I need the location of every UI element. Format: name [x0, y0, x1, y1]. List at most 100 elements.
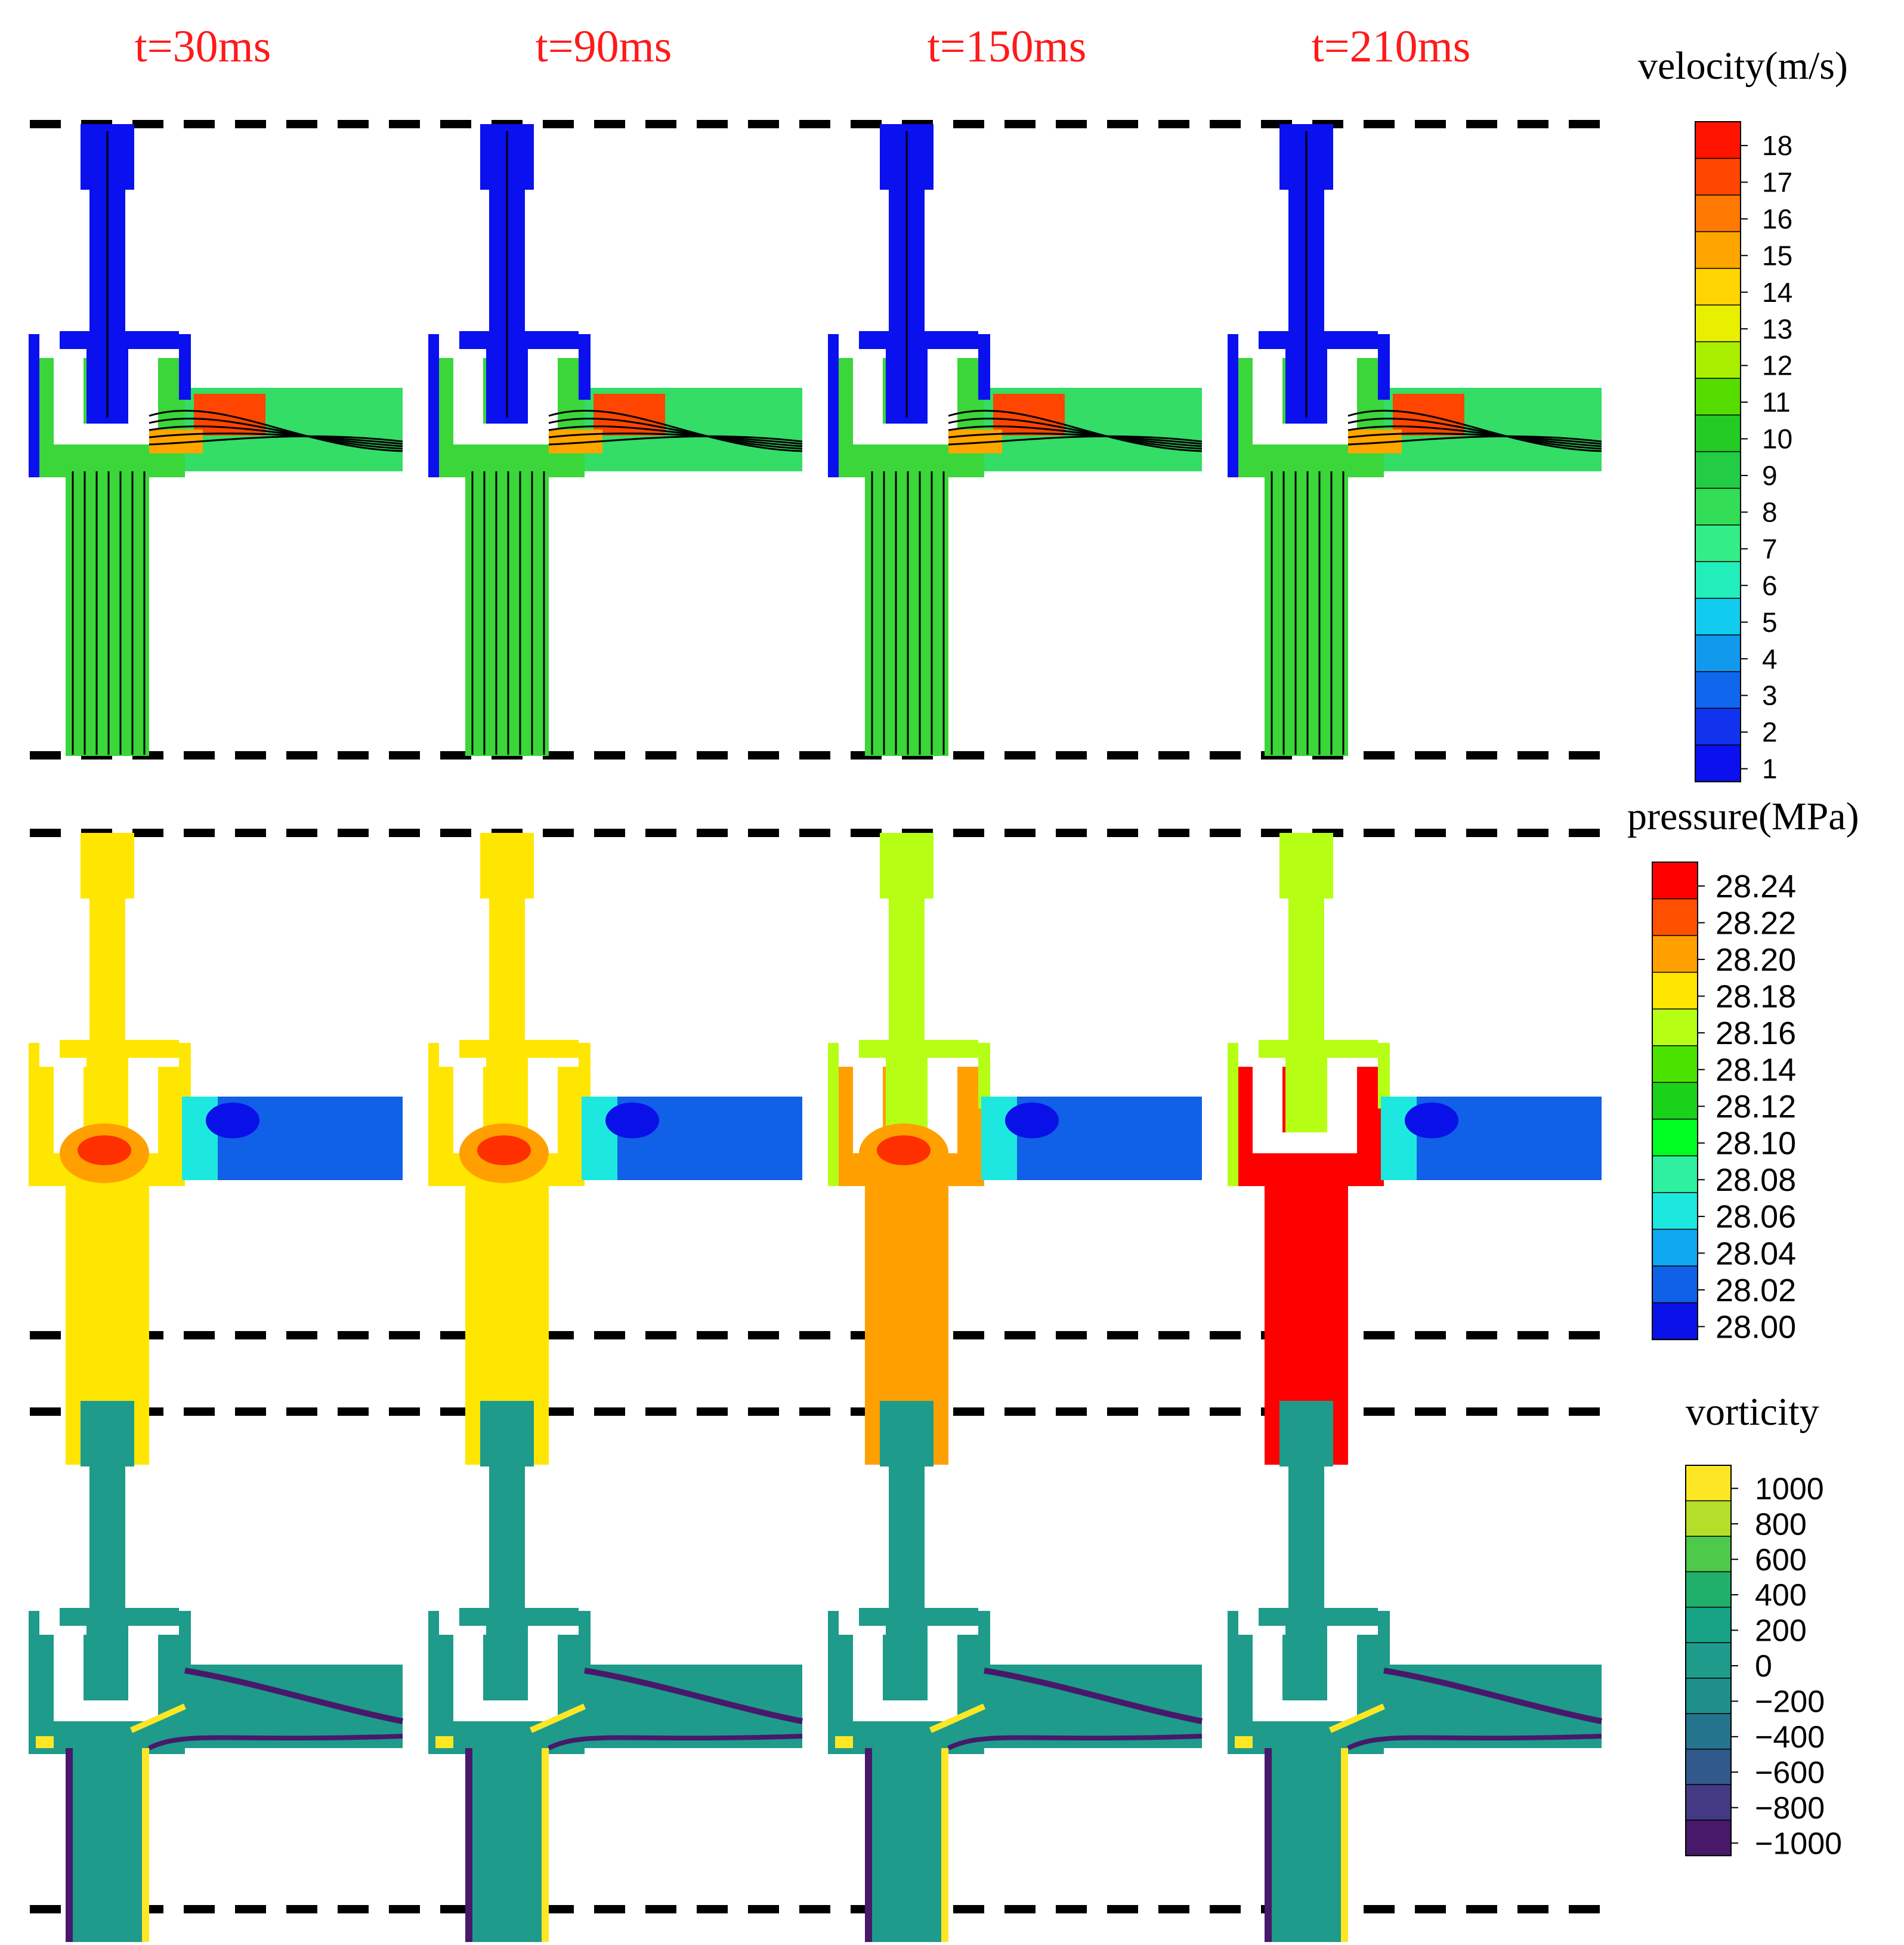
- velocity-colorbar-tick-label: 11: [1762, 387, 1791, 418]
- valve-panel-pressure-4: [1228, 833, 1602, 1465]
- pressure-colorbar-segment: [1652, 971, 1698, 1010]
- vorticity-colorbar-segment: [1685, 1536, 1732, 1573]
- inlet-pipe: [465, 1742, 549, 1945]
- valve-panel-pressure-2: [428, 833, 802, 1465]
- velocity-colorbar: 18 17 16 15 14 13 12 11 10 9 8 7 6 5 4 3 2 1: [1695, 121, 1792, 785]
- vorticity-colorbar-segment: [1685, 1713, 1732, 1750]
- pressure-colorbar-tick-label: 28.22: [1716, 905, 1796, 941]
- corner-vorticity: [835, 1736, 853, 1748]
- seat-cavity-right: [528, 1058, 558, 1135]
- chamber-right-wall: [1378, 334, 1390, 400]
- wall-vorticity-left: [865, 1748, 872, 1945]
- seat-cavity-left: [54, 1058, 84, 1135]
- valve-panel-velocity-2: [428, 124, 803, 756]
- spool-stem: [889, 1467, 925, 1610]
- chamber-right-wall: [978, 1611, 990, 1677]
- velocity-colorbar-tick-label: 13: [1762, 313, 1792, 344]
- valve-panel-vorticity-4: [1228, 1401, 1602, 1945]
- velocity-colorbar-tick-label: 16: [1762, 203, 1792, 234]
- pressure-colorbar-tick-label: 28.12: [1716, 1089, 1796, 1125]
- velocity-colorbar-segment: [1695, 598, 1741, 636]
- velocity-colorbar-segment: [1695, 634, 1741, 672]
- velocity-colorbar-tick-label: 1: [1762, 754, 1778, 785]
- jet-hotspot: [594, 394, 665, 436]
- spool-plug: [886, 1043, 928, 1132]
- seat-gap: [1253, 424, 1357, 444]
- chamber-left-wall: [29, 1043, 39, 1186]
- seat-gap: [853, 424, 957, 444]
- streamline: [548, 435, 803, 446]
- valve-panel-pressure-3: [828, 833, 1202, 1465]
- pressure-peak-inner: [877, 1135, 931, 1165]
- time-label-210ms: t=210ms: [1311, 21, 1471, 72]
- seat-gap: [853, 1700, 957, 1721]
- chamber-left-wall: [428, 1043, 439, 1186]
- valve-panel-velocity-1: [29, 124, 403, 756]
- spool-head: [480, 833, 534, 899]
- corner-vorticity: [36, 1736, 54, 1748]
- jet-hotspot: [1393, 394, 1464, 436]
- seat-cavity-left: [1253, 1626, 1282, 1703]
- corner-vorticity: [435, 1736, 453, 1748]
- velocity-colorbar-tick-label: 3: [1762, 680, 1778, 711]
- seat-cavity-left: [853, 1626, 883, 1703]
- seat-gap: [54, 1700, 158, 1721]
- chamber-right-wall: [179, 1043, 191, 1109]
- valve-panel-vorticity-1: [29, 1401, 403, 1945]
- jet-hotspot: [194, 394, 265, 436]
- seat-gap: [453, 1700, 558, 1721]
- streamline: [1347, 433, 1602, 445]
- seat-cavity-right: [928, 349, 957, 427]
- shear-layer: [947, 1734, 1203, 1750]
- seat-cavity-right: [128, 349, 158, 427]
- vorticity-colorbar-tick-label: 200: [1755, 1614, 1807, 1648]
- seat-cavity-right: [1327, 1626, 1357, 1703]
- pressure-peak-inner: [477, 1135, 531, 1165]
- pressure-colorbar-tick-label: 28.14: [1716, 1052, 1796, 1088]
- shear-layer: [148, 1734, 403, 1750]
- shear-layer: [1383, 1668, 1602, 1724]
- seat-cavity-left: [853, 1058, 883, 1135]
- chamber-right-wall: [978, 334, 990, 400]
- velocity-colorbar-tick-label: 18: [1762, 130, 1792, 161]
- velocity-colorbar-segment: [1695, 487, 1741, 526]
- pressure-low-zone: [1405, 1103, 1458, 1138]
- chamber-left-wall: [1228, 334, 1238, 477]
- velocity-colorbar-segment: [1695, 524, 1741, 563]
- chamber-right-wall: [179, 1611, 191, 1677]
- vorticity-colorbar-segment: [1685, 1677, 1732, 1715]
- spool-head: [81, 833, 134, 899]
- seat-cavity-right: [1327, 349, 1357, 427]
- velocity-colorbar-title: velocity(m/s): [1638, 44, 1848, 88]
- valve-panel-vorticity-3: [828, 1401, 1203, 1945]
- streamline: [948, 435, 1203, 446]
- velocity-colorbar-segment: [1695, 414, 1741, 453]
- vorticity-colorbar-title: vorticity: [1686, 1390, 1819, 1434]
- streamline: [149, 409, 403, 452]
- spool-plug: [86, 1611, 128, 1700]
- inlet-pipe: [865, 465, 948, 756]
- shear-layer: [584, 1668, 803, 1724]
- spool-head: [81, 1401, 134, 1467]
- shear-layer: [984, 1668, 1203, 1724]
- seat-cavity-left: [453, 1626, 483, 1703]
- pressure-colorbar-tick-label: 28.18: [1716, 979, 1796, 1015]
- velocity-colorbar-segment: [1695, 231, 1741, 270]
- pressure-colorbar-segment: [1652, 1082, 1698, 1120]
- vorticity-colorbar-frame: [1685, 1465, 1732, 1856]
- vorticity-colorbar-segment: [1685, 1784, 1732, 1821]
- seat-vorticity: [529, 1703, 586, 1733]
- time-label-30ms: t=30ms: [134, 21, 271, 72]
- inlet-pipe: [66, 465, 149, 756]
- streamline: [149, 425, 403, 447]
- seat-cavity-right: [528, 1626, 558, 1703]
- shear-layer: [548, 1734, 803, 1750]
- time-label-150ms: t=150ms: [927, 21, 1087, 72]
- pressure-colorbar-segment: [1652, 862, 1698, 900]
- vorticity-colorbar-tick-label: −800: [1755, 1791, 1825, 1826]
- spool-plug: [886, 1611, 928, 1700]
- streamline: [948, 425, 1203, 447]
- wall-vorticity-left: [66, 1748, 73, 1945]
